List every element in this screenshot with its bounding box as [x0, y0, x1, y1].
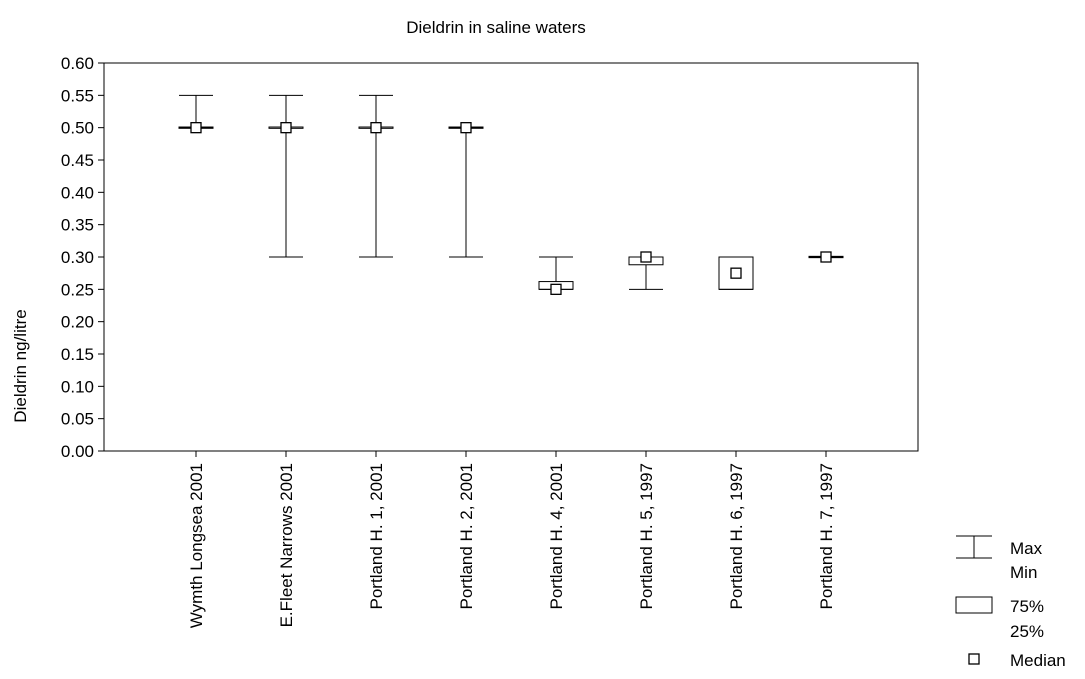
median-marker [640, 251, 652, 263]
plot-frame [103, 62, 919, 452]
legend-label-max: Max [1010, 539, 1043, 558]
median-marker [730, 267, 742, 279]
legend-box-swatch [955, 596, 993, 614]
y-tick-label: 0.05 [61, 410, 94, 429]
median-marker [820, 251, 832, 263]
y-axis-label: Dieldrin ng/litre [11, 309, 30, 422]
y-tick-label: 0.15 [61, 345, 94, 364]
y-tick-label: 0.30 [61, 248, 94, 267]
y-tick-label: 0.10 [61, 377, 94, 396]
legend-label-median: Median [1010, 651, 1066, 670]
median-marker [550, 283, 562, 295]
legend-label-q75: 75% [1010, 597, 1044, 616]
legend-label-min: Min [1010, 563, 1037, 582]
x-tick-label: Portland H. 6, 1997 [727, 463, 746, 609]
box-group [808, 251, 844, 263]
x-tick-label: Wymth Longsea 2001 [187, 463, 206, 628]
y-tick-label: 0.25 [61, 280, 94, 299]
plot-area: 0.00 0.05 0.10 0.15 0.20 0.25 0.30 0.35 0.40 0.45… [61, 54, 919, 628]
legend: Max Min 75% 25% Median [955, 535, 1066, 670]
x-tick-label: Portland H. 4, 2001 [547, 463, 566, 609]
median-marker [460, 122, 472, 134]
y-tick-label: 0.50 [61, 119, 94, 138]
x-tick-label: Portland H. 2, 2001 [457, 463, 476, 609]
chart-title: Dieldrin in saline waters [406, 18, 586, 37]
legend-label-q25: 25% [1010, 622, 1044, 641]
y-tick-label: 0.55 [61, 86, 94, 105]
x-tick-label: Portland H. 1, 2001 [367, 463, 386, 609]
box-group [358, 94, 394, 258]
y-tick-label: 0.00 [61, 442, 94, 461]
legend-median-swatch [968, 653, 980, 665]
y-tick-label: 0.45 [61, 151, 94, 170]
y-tick-label: 0.40 [61, 183, 94, 202]
box-group [538, 256, 574, 295]
median-marker [190, 122, 202, 134]
median-marker [280, 122, 292, 134]
iqr-box [718, 256, 754, 290]
box-group [448, 122, 484, 258]
box-group [268, 94, 304, 258]
y-tick-label: 0.20 [61, 313, 94, 332]
x-tick-label: Portland H. 7, 1997 [817, 463, 836, 609]
box-group [178, 94, 214, 134]
box-group [628, 251, 664, 290]
x-tick-label: E.Fleet Narrows 2001 [277, 463, 296, 627]
y-tick-label: 0.60 [61, 54, 94, 73]
y-tick-label: 0.35 [61, 216, 94, 235]
x-tick-label: Portland H. 5, 1997 [637, 463, 656, 609]
median-marker [370, 122, 382, 134]
box-group [718, 256, 754, 290]
